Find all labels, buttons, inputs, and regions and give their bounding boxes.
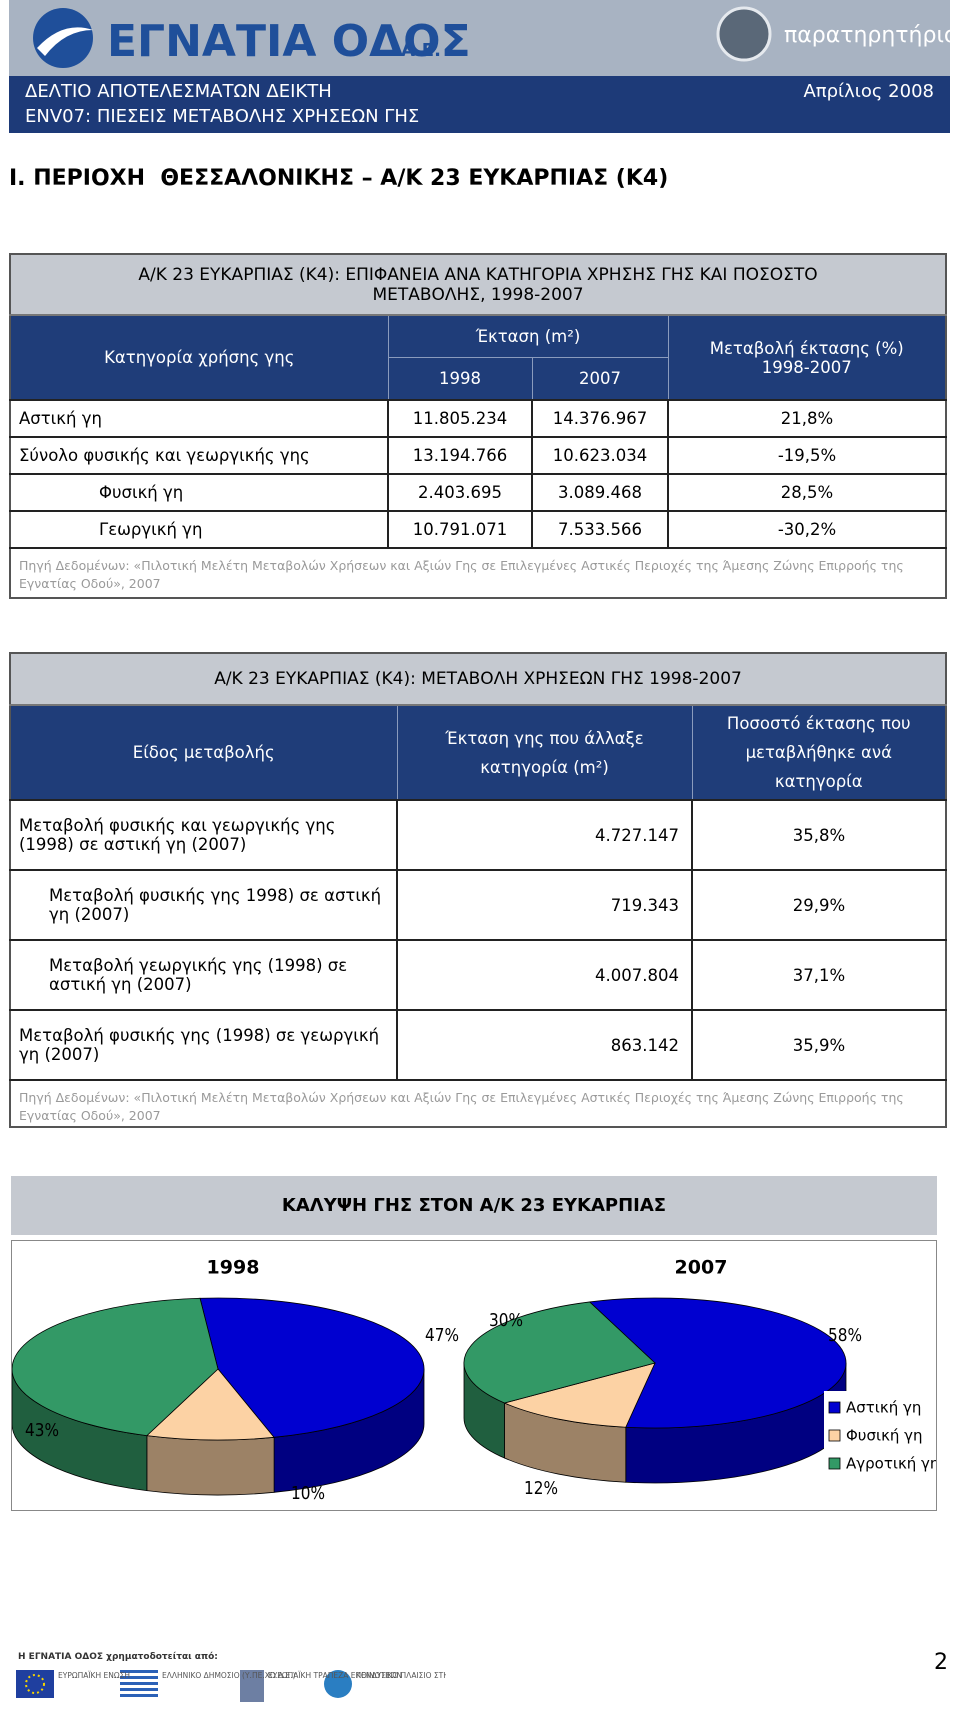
footer-logo-label: ΕΛΛΗΝΙΚΟ ΔΗΜΟΣΙΟ (Υ.ΠΕ.ΧΩ.Δ.Ε.) bbox=[162, 1671, 296, 1680]
legend-box bbox=[824, 1391, 936, 1479]
footer-funded: Η ΕΓΝΑΤΙΑ ΟΔΟΣ χρηματοδοτείται από: bbox=[18, 1652, 218, 1662]
cell: 28,5% bbox=[667, 473, 946, 511]
pie-side bbox=[146, 1435, 275, 1496]
pie-value-label: 47% bbox=[425, 1324, 459, 1346]
eib-logo bbox=[240, 1670, 264, 1702]
table-title-text: Α/Κ 23 ΕΥΚΑΡΠΙΑΣ (Κ4): ΕΠΙΦΑΝΕΙΑ ΑΝΑ ΚΑΤ… bbox=[138, 264, 818, 305]
cell: 863.142 bbox=[396, 1009, 692, 1080]
pie-slice bbox=[12, 1297, 219, 1437]
cell: Φυσική γη bbox=[10, 473, 388, 511]
legend-label: Αγροτική γη bbox=[846, 1455, 937, 1473]
cell: 14.376.967 bbox=[531, 399, 668, 437]
cell: 29,9% bbox=[690, 869, 947, 940]
legend-swatch bbox=[828, 1457, 841, 1470]
cell: 35,8% bbox=[690, 799, 947, 870]
pie-slice bbox=[588, 1297, 847, 1429]
cell: 13.194.766 bbox=[387, 436, 532, 474]
source-note: Πηγή Δεδομένων: «Πιλοτική Μελέτη Μεταβολ… bbox=[10, 1079, 947, 1127]
header-cell: Έκταση γης που άλλαξε κατηγορία (m²) bbox=[396, 704, 693, 801]
logo-suffix: Α.Ε. bbox=[401, 40, 441, 61]
cell: 10.623.034 bbox=[531, 436, 668, 474]
pie-slice bbox=[463, 1301, 656, 1404]
observatory-icon bbox=[716, 6, 772, 62]
logo-swoosh bbox=[37, 27, 93, 56]
eu-stars bbox=[25, 1674, 45, 1694]
cell: 3.089.468 bbox=[531, 473, 668, 511]
cell: Γεωργική γη bbox=[10, 510, 388, 548]
footer-logo-label: ΚΟΙΝΟΤΙΚΟ ΠΛΑΙΣΙΟ ΣΤΗΡΙΞΗΣ 2000-2006 bbox=[356, 1671, 446, 1680]
header-text: Μεταβολή έκτασης (%) 1998-2007 bbox=[709, 338, 904, 377]
header-cell: Μεταβολή έκτασης (%) 1998-2007 bbox=[667, 314, 947, 401]
cell: Μεταβολή γεωργικής γης (1998) σε αστική … bbox=[10, 939, 397, 1010]
eu-flag bbox=[16, 1670, 54, 1698]
pie-title: 2007 bbox=[675, 1257, 728, 1279]
header-cell: 1998 bbox=[387, 356, 533, 401]
observatory-text: παρατηρητήριο bbox=[784, 23, 950, 48]
cell: 11.805.234 bbox=[387, 399, 532, 437]
cell: 4.007.804 bbox=[396, 939, 692, 1010]
cell: 719.343 bbox=[396, 869, 692, 940]
cell: 35,9% bbox=[690, 1009, 947, 1080]
cell: Σύνολο φυσικής και γεωργικής γης bbox=[10, 436, 388, 474]
header-line: ΔΕΛΤΙΟ ΑΠΟΤΕΛΕΣΜΑΤΩΝ ΔΕΙΚΤΗ bbox=[25, 81, 332, 102]
pie-slice bbox=[199, 1297, 425, 1438]
pie-value-label: 43% bbox=[25, 1419, 59, 1441]
cell: 4.727.147 bbox=[396, 799, 692, 870]
cell: -30,2% bbox=[667, 510, 946, 548]
cell: Αστική γη bbox=[10, 399, 388, 437]
csf-logo bbox=[324, 1670, 352, 1698]
footer-logo-label: ΕΥΡΩΠΑΪΚΗ ΤΡΑΠΕΖΑ ΕΠΕΝΔΥΣΕΩΝ bbox=[268, 1671, 402, 1680]
header-cell: Είδος μεταβολής bbox=[9, 704, 398, 801]
footer-logos: ΕΥΡΩΠΑΪΚΗ ΕΝΩΣΗ ΕΛΛΗΝΙΚΟ ΔΗΜΟΣΙΟ (Υ.ΠΕ.Χ… bbox=[16, 1670, 446, 1702]
footer-logo-label: ΕΥΡΩΠΑΪΚΗ ΕΝΩΣΗ bbox=[58, 1671, 130, 1680]
legend-swatch bbox=[828, 1401, 841, 1414]
cell: 7.533.566 bbox=[531, 510, 668, 548]
pie-value-label: 30% bbox=[489, 1309, 523, 1331]
header-line: ENV07: ΠΙΕΣΕΙΣ ΜΕΤΑΒΟΛΗΣ ΧΡΗΣΕΩΝ ΓΗΣ bbox=[25, 106, 420, 127]
cell: 21,8% bbox=[667, 399, 946, 437]
cell: -19,5% bbox=[667, 436, 946, 474]
header-cell: Έκταση (m²) bbox=[387, 314, 669, 358]
table: Α/Κ 23 ΕΥΚΑΡΠΙΑΣ (Κ4): ΕΠΙΦΑΝΕΙΑ ΑΝΑ ΚΑΤ… bbox=[9, 253, 947, 599]
header-cell: 2007 bbox=[531, 356, 669, 401]
pie-slice bbox=[145, 1368, 275, 1441]
header-date: Απρίλιος 2008 bbox=[803, 81, 934, 102]
cell: 2.403.695 bbox=[387, 473, 532, 511]
header-cell: Ποσοστό έκτασης που μεταβλήθηκε ανά κατη… bbox=[691, 704, 947, 801]
pie-value-label: 58% bbox=[828, 1324, 862, 1346]
cell: Μεταβολή φυσικής και γεωργικής γης (1998… bbox=[10, 799, 397, 870]
pie-value-label: 12% bbox=[524, 1477, 558, 1499]
source-note: Πηγή Δεδομένων: «Πιλοτική Μελέτη Μεταβολ… bbox=[10, 547, 946, 598]
legend-swatch bbox=[828, 1429, 841, 1442]
chart-section-title: ΚΑΛΥΨΗ ΓΗΣ ΣΤΟΝ Α/Κ 23 ΕΥΚΑΡΠΙΑΣ bbox=[11, 1176, 937, 1235]
header-bar: ΔΕΛΤΙΟ ΑΠΟΤΕΛΕΣΜΑΤΩΝ ΔΕΙΚΤΗ ENV07: ΠΙΕΣΕ… bbox=[9, 76, 950, 133]
table: Α/Κ 23 ΕΥΚΑΡΠΙΑΣ (Κ4): ΜΕΤΑΒΟΛΗ ΧΡΗΣΕΩΝ … bbox=[9, 652, 948, 1128]
page-number: 2 bbox=[934, 1650, 948, 1675]
header-logos: ΕΓΝΑΤΙΑ ΟΔΟΣ Α.Ε. παρατηρητήριο bbox=[33, 6, 950, 68]
header-band bbox=[9, 0, 950, 76]
table-title: Α/Κ 23 ΕΥΚΑΡΠΙΑΣ (Κ4): ΕΠΙΦΑΝΕΙΑ ΑΝΑ ΚΑΤ… bbox=[10, 254, 946, 316]
cell: Μεταβολή φυσικής γης (1998) σε γεωργική … bbox=[10, 1009, 397, 1080]
gr-flag bbox=[120, 1670, 158, 1697]
header-text: Έκταση γης που άλλαξε κατηγορία (m²) bbox=[445, 728, 644, 777]
logo-text: ΕΓΝΑΤΙΑ ΟΔΟΣ bbox=[107, 16, 471, 67]
cell: 10.791.071 bbox=[387, 510, 532, 548]
section-title: I. ΠΕΡΙΟΧΗ ΘΕΣΣΑΛΟΝΙΚΗΣ – Α/Κ 23 ΕΥΚΑΡΠΙ… bbox=[9, 166, 669, 191]
pie-charts: 47% 10% 43% 1998 58% 12% 30% 2007 Αστική γη Φυσικ… bbox=[11, 1240, 937, 1511]
legend-label: Φυσική γη bbox=[846, 1427, 923, 1445]
cell: 37,1% bbox=[690, 939, 947, 1010]
pie-title: 1998 bbox=[207, 1257, 260, 1279]
header-cell: Κατηγορία χρήσης γης bbox=[9, 314, 389, 401]
cell: Μεταβολή φυσικής γης 1998) σε αστική γη … bbox=[10, 869, 397, 940]
pie-slice bbox=[503, 1362, 656, 1428]
pie-value-label: 10% bbox=[291, 1482, 325, 1504]
table-title: Α/Κ 23 ΕΥΚΑΡΠΙΑΣ (Κ4): ΜΕΤΑΒΟΛΗ ΧΡΗΣΕΩΝ … bbox=[10, 653, 947, 706]
legend-label: Αστική γη bbox=[846, 1399, 921, 1417]
